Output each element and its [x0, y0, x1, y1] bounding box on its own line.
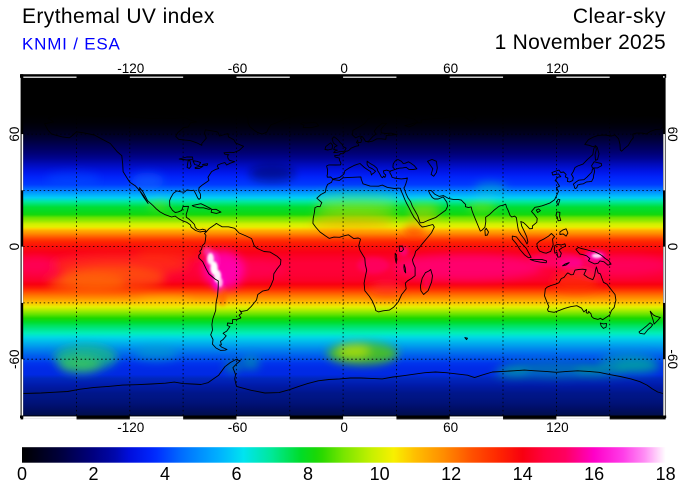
svg-text:18: 18	[656, 464, 676, 484]
svg-text:Clear-sky: Clear-sky	[573, 5, 666, 28]
svg-text:4: 4	[160, 464, 170, 484]
svg-text:6: 6	[231, 464, 241, 484]
svg-text:8: 8	[303, 464, 313, 484]
svg-text:1 November 2025: 1 November 2025	[495, 31, 666, 54]
svg-text:0: 0	[665, 243, 680, 251]
svg-text:10: 10	[370, 464, 390, 484]
svg-text:60: 60	[443, 61, 458, 76]
svg-text:-120: -120	[117, 61, 144, 76]
svg-text:2: 2	[88, 464, 98, 484]
svg-text:-60: -60	[665, 349, 680, 369]
svg-text:14: 14	[513, 464, 533, 484]
svg-text:60: 60	[443, 420, 458, 435]
svg-text:60: 60	[7, 127, 22, 142]
svg-text:-60: -60	[7, 349, 22, 369]
svg-text:120: 120	[546, 61, 569, 76]
svg-text:0: 0	[7, 243, 22, 251]
svg-text:0: 0	[340, 61, 348, 76]
svg-text:-120: -120	[117, 420, 144, 435]
svg-text:-60: -60	[228, 61, 248, 76]
svg-text:-60: -60	[228, 420, 248, 435]
svg-text:0: 0	[17, 464, 27, 484]
svg-text:120: 120	[546, 420, 569, 435]
svg-text:0: 0	[340, 420, 348, 435]
svg-text:12: 12	[441, 464, 461, 484]
svg-text:60: 60	[665, 127, 680, 142]
svg-text:Erythemal UV index: Erythemal UV index	[22, 5, 215, 28]
svg-text:16: 16	[584, 464, 604, 484]
svg-text:KNMI / ESA: KNMI / ESA	[22, 35, 121, 54]
